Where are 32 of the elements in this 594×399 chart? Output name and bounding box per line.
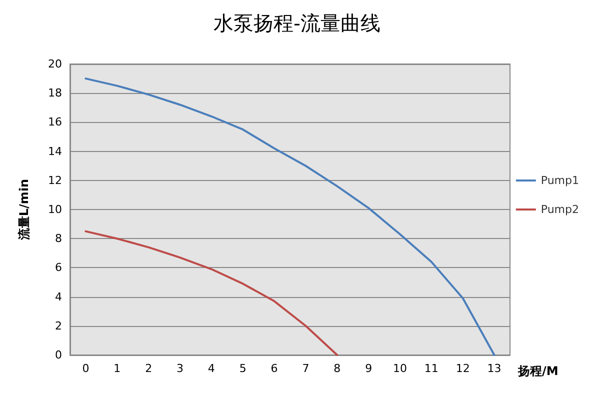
y-tick-label: 8 <box>55 232 62 246</box>
y-tick-label: 6 <box>55 261 62 274</box>
y-tick-label: 10 <box>48 203 62 216</box>
y-tick-label: 20 <box>48 58 62 70</box>
x-tick-label: 11 <box>424 362 438 375</box>
x-tick-label: 0 <box>82 362 90 375</box>
legend-label: Pump1 <box>540 174 579 187</box>
y-axis-title: 流量L/min <box>17 178 31 242</box>
y-tick-label: 2 <box>55 319 62 332</box>
x-tick-label: 8 <box>334 362 341 375</box>
x-tick-label: 13 <box>487 362 502 375</box>
x-tick-label: 4 <box>208 362 215 375</box>
line-series <box>84 230 338 356</box>
y-tick-label: 12 <box>48 174 62 187</box>
legend-label: Pump2 <box>540 203 579 216</box>
x-tick-label: 9 <box>365 362 372 375</box>
y-tick-label: 14 <box>48 144 62 158</box>
chart-title: 水泵扬程-流量曲线 <box>214 11 380 35</box>
x-tick-label: 1 <box>114 362 121 375</box>
y-tick-label: 18 <box>48 86 62 100</box>
x-tick-label: 2 <box>145 362 152 375</box>
y-tick-label: 4 <box>55 290 62 304</box>
x-axis-title: 扬程/M <box>517 364 558 378</box>
x-tick-label: 5 <box>239 362 246 375</box>
x-tick-label: 12 <box>456 362 470 375</box>
y-tick-label: 0 <box>55 348 62 362</box>
x-tick-label: 10 <box>393 362 407 375</box>
line-series <box>84 78 496 356</box>
x-tick-label: 3 <box>176 362 184 375</box>
x-tick-label: 6 <box>270 362 278 375</box>
y-tick-label: 16 <box>48 116 62 129</box>
x-tick-label: 7 <box>302 362 310 375</box>
